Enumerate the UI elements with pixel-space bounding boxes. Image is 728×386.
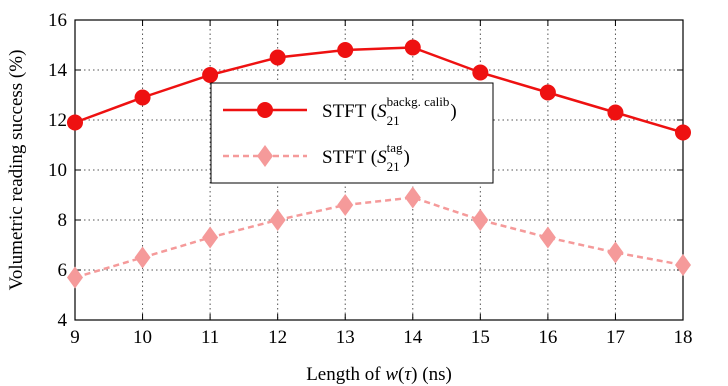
x-axis-label-suffix: (ns) — [418, 364, 452, 385]
y-tick-label: 6 — [58, 260, 68, 281]
axis-ticks: 9 10 11 12 13 14 15 16 17 18 4 6 8 10 12 14 16 — [48, 10, 693, 348]
legend: STFT (Sbackg. calib 21) STFT (Stag 21) — [210, 82, 494, 184]
legend-box — [210, 82, 494, 184]
series-group — [67, 39, 691, 289]
x-axis-label-func: w — [385, 364, 398, 385]
x-tick-label: 9 — [70, 327, 80, 348]
series-line — [74, 196, 684, 279]
legend-marker-diamond — [257, 145, 273, 167]
legend-label-sup: backg. calib — [387, 94, 450, 109]
y-tick-label: 4 — [58, 310, 68, 331]
x-tick-label: 10 — [133, 327, 152, 348]
y-tick-label: 16 — [48, 10, 67, 31]
legend-marker-circle — [257, 102, 273, 118]
data-point — [539, 84, 556, 101]
x-tick-label: 14 — [403, 327, 423, 348]
legend-label-prefix: STFT ( — [322, 101, 377, 122]
x-axis-label-close: ) — [411, 364, 417, 385]
legend-label-prefix: STFT ( — [322, 147, 377, 168]
data-point — [269, 49, 286, 66]
data-point — [134, 246, 151, 269]
x-tick-label: 16 — [538, 327, 557, 348]
data-point — [134, 89, 151, 106]
x-axis-label-open: ( — [398, 364, 404, 385]
x-tick-label: 11 — [201, 327, 219, 348]
data-point — [202, 67, 219, 83]
legend-label-sup: tag — [387, 140, 403, 155]
x-tick-label: 12 — [268, 327, 287, 348]
data-point — [472, 64, 489, 81]
x-tick-label: 18 — [674, 327, 693, 348]
data-point — [269, 209, 286, 231]
y-tick-label: 10 — [48, 160, 67, 181]
data-point — [404, 186, 421, 209]
x-tick-label: 13 — [336, 327, 355, 348]
x-axis-label-prefix: Length of — [306, 364, 385, 385]
legend-entry-tag: STFT (Stag 21) — [223, 140, 410, 174]
data-point — [539, 226, 556, 249]
legend-label-symbol: S — [377, 147, 387, 168]
legend-label-backg-calib: STFT (Sbackg. calib 21) — [322, 94, 457, 128]
data-point — [675, 124, 691, 141]
legend-entry-backg-calib: STFT (Sbackg. calib 21) — [223, 94, 457, 128]
x-tick-label: 17 — [606, 327, 625, 348]
y-tick-label: 14 — [48, 60, 68, 81]
y-tick-label: 12 — [48, 110, 67, 131]
series-line — [74, 46, 684, 134]
data-point — [607, 241, 624, 264]
series-tag — [67, 186, 691, 289]
legend-label-suffix: ) — [450, 101, 456, 122]
data-point — [607, 104, 624, 121]
data-point — [675, 254, 691, 276]
data-point — [67, 266, 83, 289]
data-point — [202, 226, 219, 249]
legend-label-sub: 21 — [387, 159, 400, 174]
legend-label-symbol: S — [377, 101, 387, 122]
series-backg-calib — [67, 39, 691, 141]
legend-label-sub: 21 — [387, 113, 400, 128]
data-point — [337, 42, 354, 58]
y-axis-label: Volumetric reading success (%) — [6, 50, 27, 291]
data-point — [67, 114, 83, 131]
data-point — [404, 39, 421, 56]
x-axis-label-arg: τ — [404, 364, 412, 385]
x-tick-label: 15 — [471, 327, 490, 348]
x-axis-label: Length of w(τ) (ns) — [306, 364, 452, 385]
legend-label-suffix: ) — [403, 147, 409, 168]
data-point — [472, 209, 489, 231]
data-point — [337, 194, 354, 216]
legend-label-tag: STFT (Stag 21) — [322, 140, 410, 174]
y-tick-label: 8 — [58, 210, 68, 231]
